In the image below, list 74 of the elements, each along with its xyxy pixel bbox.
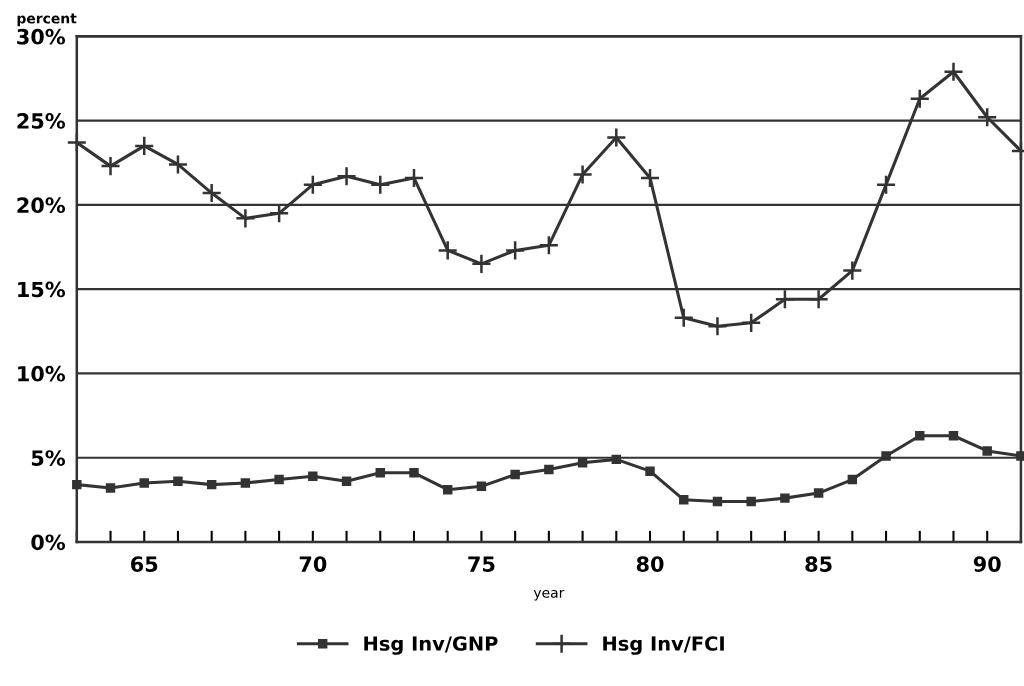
point (774, 288, 796, 310)
point (847, 474, 858, 485)
point (679, 495, 689, 505)
point (235, 208, 256, 229)
point (875, 174, 897, 195)
point (842, 260, 863, 281)
point (544, 464, 554, 475)
point (302, 174, 324, 195)
y-tick-label: 30% (17, 28, 66, 45)
x-tick-label: 90 (973, 556, 1001, 572)
x-tick-label: 65 (131, 556, 158, 572)
point (976, 106, 998, 128)
point (274, 474, 284, 485)
point (66, 132, 88, 153)
y-tick-label: 25% (17, 113, 66, 129)
x-tick-label: 75 (468, 556, 495, 572)
point (471, 253, 492, 275)
point (336, 165, 357, 187)
point (375, 468, 385, 478)
point (538, 235, 560, 256)
point (915, 431, 925, 441)
point (437, 240, 458, 261)
point (308, 471, 318, 481)
x-tick-label: 70 (299, 556, 327, 572)
point (167, 154, 189, 175)
point (268, 203, 290, 224)
point (780, 493, 790, 503)
point (105, 483, 116, 493)
point (133, 135, 155, 157)
point (943, 61, 964, 83)
point (240, 478, 251, 488)
point (139, 478, 149, 488)
point (673, 307, 695, 329)
point (504, 240, 526, 261)
point (909, 88, 931, 109)
point (476, 481, 487, 492)
point (577, 458, 588, 468)
point (982, 446, 992, 456)
x-tick-label: 85 (805, 556, 832, 572)
point (173, 476, 183, 486)
point (442, 484, 453, 495)
point (572, 164, 593, 185)
point (201, 182, 222, 204)
point (813, 488, 824, 498)
point (369, 174, 391, 195)
y-tick-label: 15% (18, 281, 66, 298)
point (881, 451, 891, 461)
point (606, 127, 627, 148)
point (740, 312, 762, 334)
y-tick-label: 0% (31, 534, 66, 551)
point (611, 454, 622, 465)
point (645, 466, 655, 476)
point (403, 167, 425, 189)
point (707, 315, 728, 337)
point (1016, 451, 1024, 461)
point (206, 479, 217, 490)
legend-label: Hsg Inv/GNP (364, 636, 498, 655)
point (639, 167, 661, 189)
legend-label: Hsg Inv/FCI (603, 636, 724, 655)
point (510, 469, 520, 480)
point (100, 155, 121, 177)
x-tick-label: 80 (636, 556, 664, 572)
point (409, 468, 419, 478)
y-tick-label: 5% (31, 450, 66, 466)
point (341, 476, 352, 486)
point (72, 479, 82, 490)
point (746, 496, 756, 507)
x-axis-title: year (533, 589, 565, 601)
y-tick-label: 20% (17, 197, 66, 214)
point (712, 496, 723, 507)
point (808, 288, 829, 310)
point (948, 431, 959, 441)
y-axis-title: percent (17, 13, 77, 27)
y-tick-label: 10% (18, 365, 66, 382)
